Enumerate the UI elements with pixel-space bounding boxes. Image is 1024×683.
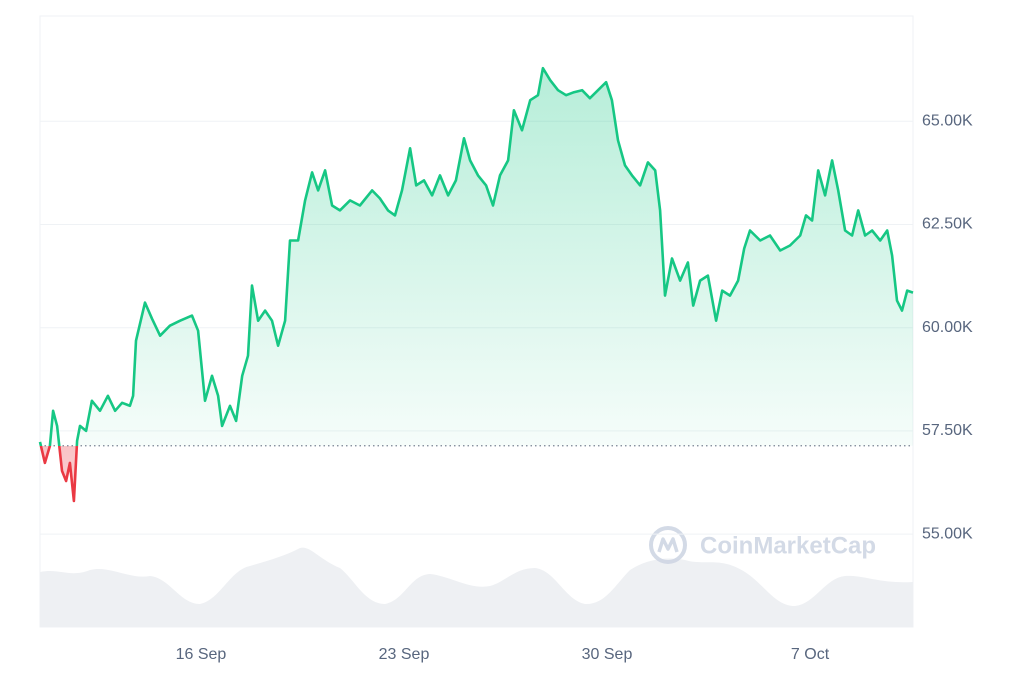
x-tick-label: 23 Sep xyxy=(379,646,430,663)
x-tick-label: 30 Sep xyxy=(582,646,633,663)
price-area xyxy=(40,68,913,501)
watermark-text: CoinMarketCap xyxy=(700,532,876,559)
y-tick-label: 62.50K xyxy=(922,216,973,233)
y-tick-label: 55.00K xyxy=(922,525,973,542)
price-line xyxy=(38,66,914,503)
y-tick-label: 57.50K xyxy=(922,422,973,439)
volume-area xyxy=(40,547,913,627)
x-tick-label: 16 Sep xyxy=(176,646,227,663)
y-tick-label: 60.00K xyxy=(922,319,973,336)
y-tick-label: 65.00K xyxy=(922,112,973,129)
watermark: CoinMarketCap xyxy=(649,526,876,564)
x-tick-label: 7 Oct xyxy=(791,646,830,663)
